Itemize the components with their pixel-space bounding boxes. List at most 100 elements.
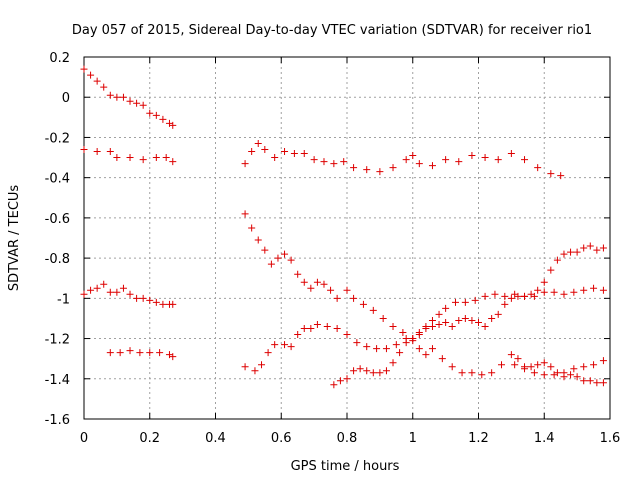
data-point-track-9: [567, 371, 575, 379]
data-point-track-7: [258, 361, 266, 369]
data-point-track-8: [593, 246, 601, 254]
data-point-track-1: [126, 97, 134, 105]
data-point-track-4: [590, 361, 598, 369]
data-point-track-4: [540, 371, 548, 379]
data-point-track-3: [547, 170, 555, 178]
data-point-track-4: [359, 300, 367, 308]
data-point-track-4: [241, 210, 249, 218]
data-point-track-7: [540, 288, 548, 296]
data-point-track-7: [461, 298, 469, 306]
data-point-track-4: [369, 306, 377, 314]
data-point-track-7: [363, 343, 371, 351]
data-point-track-3: [300, 150, 308, 158]
data-point-track-5: [169, 300, 177, 308]
data-point-track-6: [146, 349, 154, 357]
data-point-track-8: [363, 367, 371, 375]
data-point-track-3: [557, 172, 565, 180]
data-point-track-8: [540, 278, 548, 286]
y-tick-label: 0.2: [49, 51, 70, 66]
data-point-track-8: [586, 242, 594, 250]
data-point-track-8: [442, 318, 450, 326]
data-point-track-8: [573, 248, 581, 256]
data-point-track-2: [106, 148, 114, 156]
data-point-track-4: [478, 371, 486, 379]
data-point-track-7: [264, 349, 272, 357]
data-point-track-8: [599, 244, 607, 252]
data-point-track-8: [409, 335, 417, 343]
data-point-track-8: [481, 322, 489, 330]
grid: [84, 57, 610, 419]
data-point-track-3: [310, 156, 318, 164]
data-point-track-4: [498, 361, 506, 369]
y-tick-label: -0.4: [45, 172, 70, 187]
data-point-track-4: [570, 365, 578, 373]
data-point-track-3: [521, 156, 529, 164]
data-point-track-4: [511, 361, 519, 369]
data-point-track-6: [126, 347, 134, 355]
data-point-track-4: [327, 286, 335, 294]
data-point-track-5: [100, 280, 108, 288]
data-point-track-8: [580, 244, 588, 252]
data-point-track-1: [159, 115, 167, 123]
data-point-track-3: [320, 158, 328, 166]
axes: [83, 56, 611, 420]
data-point-track-5: [119, 284, 127, 292]
data-point-track-8: [435, 320, 443, 328]
data-point-track-3: [376, 168, 384, 176]
data-point-track-3: [481, 154, 489, 162]
data-point-track-6: [156, 349, 164, 357]
data-point-track-3: [330, 160, 338, 168]
data-point-track-8: [350, 367, 358, 375]
data-point-track-4: [343, 286, 351, 294]
data-point-track-7: [392, 341, 400, 349]
data-point-track-7: [333, 325, 341, 332]
data-point-track-8: [553, 256, 561, 264]
x-tick-label: 1.6: [600, 431, 621, 446]
data-point-track-4: [599, 357, 607, 365]
data-point-track-2: [152, 154, 160, 162]
data-point-track-4: [333, 294, 341, 302]
data-point-track-4: [267, 260, 275, 268]
data-point-track-3: [402, 156, 410, 164]
data-point-track-7: [599, 286, 607, 294]
chart-title: Day 057 of 2015, Sidereal Day-to-day VTE…: [72, 23, 592, 38]
data-point-track-3: [442, 156, 450, 164]
data-point-track-8: [336, 377, 344, 385]
data-point-track-4: [448, 363, 456, 371]
data-point-track-3: [468, 152, 476, 160]
data-point-track-1: [152, 111, 160, 119]
data-point-track-9: [547, 363, 555, 371]
data-point-track-4: [313, 278, 321, 286]
data-point-track-8: [415, 329, 423, 337]
data-point-track-1: [93, 77, 101, 85]
x-tick-label: 0.4: [205, 431, 226, 446]
data-point-track-8: [428, 322, 436, 330]
data-point-track-9: [521, 363, 529, 371]
data-point-track-5: [139, 294, 147, 302]
data-point-track-4: [428, 345, 436, 353]
data-point-track-6: [116, 349, 124, 357]
data-point-track-8: [468, 316, 476, 324]
data-point-track-7: [353, 339, 361, 347]
data-point-track-3: [340, 158, 348, 166]
data-point-track-2: [139, 156, 147, 164]
data-point-track-8: [461, 314, 469, 322]
x-tick-label: 0: [80, 431, 88, 446]
data-point-track-8: [488, 314, 496, 322]
data-point-track-3: [409, 152, 417, 160]
data-point-track-4: [422, 351, 430, 359]
data-point-track-7: [471, 296, 479, 304]
y-tick-label: -1.6: [45, 413, 70, 428]
data-point-track-1: [113, 93, 121, 101]
data-point-track-6: [136, 349, 144, 357]
data-point-track-3: [389, 164, 397, 172]
data-point-track-7: [313, 320, 321, 328]
x-tick-label: 0.8: [337, 431, 358, 446]
data-point-track-5: [106, 288, 114, 296]
data-point-track-7: [281, 341, 289, 349]
data-point-track-8: [534, 286, 542, 294]
data-point-track-3: [248, 148, 256, 156]
data-point-track-7: [481, 292, 489, 300]
data-point-track-4: [261, 246, 269, 254]
